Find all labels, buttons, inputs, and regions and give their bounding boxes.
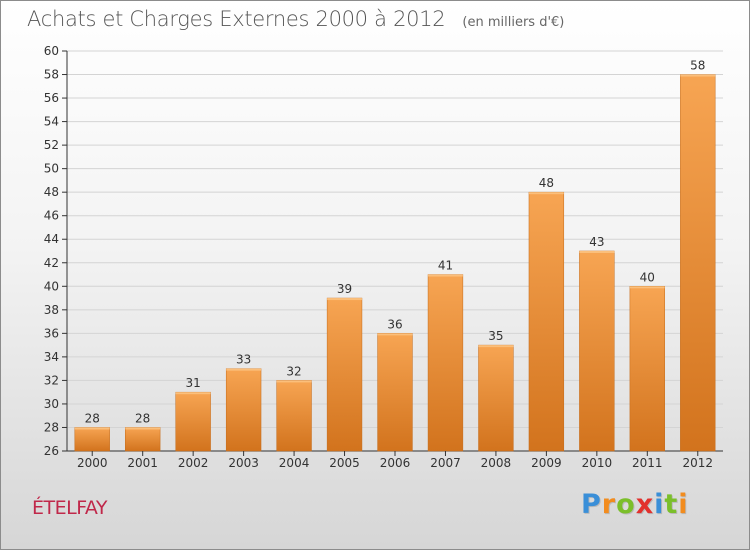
logo-letter: r (601, 489, 617, 520)
bar-highlight (680, 74, 716, 77)
logo-letter: i (678, 489, 689, 520)
bar-highlight (226, 368, 262, 371)
x-tick-label: 2012 (682, 456, 713, 470)
bar-highlight (276, 380, 312, 383)
data-label: 32 (286, 364, 301, 378)
y-tick-label: 44 (44, 232, 59, 246)
bar (276, 380, 312, 452)
bar-highlight (377, 333, 413, 336)
commune-name: ÉTELFAY (32, 497, 108, 519)
bar (427, 274, 464, 452)
x-tick-label: 2000 (77, 456, 108, 470)
data-label: 43 (589, 235, 604, 249)
y-tick-label: 50 (44, 162, 59, 176)
x-tick-label: 2001 (127, 456, 158, 470)
bar-highlight (125, 427, 161, 430)
y-tick-label: 32 (44, 373, 59, 387)
title-row: Achats et Charges Externes 2000 à 2012 (… (27, 7, 564, 31)
data-label: 33 (236, 353, 251, 367)
y-tick-label: 28 (44, 420, 59, 434)
y-tick-label: 26 (44, 444, 59, 458)
bar-highlight (175, 392, 211, 395)
y-tick-label: 48 (44, 185, 59, 199)
data-label: 28 (85, 411, 100, 425)
x-tick-label: 2005 (329, 456, 360, 470)
chart-unit: (en milliers d'€) (462, 15, 565, 30)
bar-highlight (428, 274, 463, 277)
data-label: 36 (387, 317, 402, 331)
bar (528, 191, 565, 452)
bar (125, 427, 161, 452)
bar (175, 391, 211, 452)
bar-highlight (74, 427, 110, 430)
x-tick-label: 2002 (178, 456, 209, 470)
bar (377, 333, 413, 452)
logo-letter: P (581, 489, 602, 520)
x-tick-label: 2006 (380, 456, 411, 470)
data-label: 35 (488, 329, 503, 343)
y-tick-label: 60 (44, 44, 59, 58)
bar (326, 297, 363, 452)
y-tick-label: 36 (44, 326, 59, 340)
bar (629, 286, 665, 452)
x-tick-label: 2008 (481, 456, 512, 470)
y-tick-label: 38 (44, 303, 59, 317)
y-tick-label: 54 (44, 115, 59, 129)
data-label: 58 (690, 59, 705, 73)
x-tick-label: 2003 (228, 456, 259, 470)
data-label: 39 (337, 282, 352, 296)
y-tick-label: 52 (44, 138, 59, 152)
bar (225, 368, 262, 452)
bar-highlight (629, 286, 665, 289)
x-tick-label: 2011 (632, 456, 663, 470)
bar-highlight (478, 345, 514, 348)
bar-highlight (528, 192, 564, 195)
logo-letter: o (616, 489, 636, 520)
bar-highlight (327, 298, 362, 301)
bar (579, 250, 615, 452)
y-tick-label: 40 (44, 279, 59, 293)
logo-letter: i (654, 489, 665, 520)
data-label: 41 (438, 259, 453, 273)
data-label: 48 (539, 176, 554, 190)
y-tick-label: 46 (44, 209, 59, 223)
data-label: 31 (186, 376, 201, 390)
y-tick-label: 34 (44, 350, 59, 364)
proxiti-logo: Proxiti (581, 489, 689, 520)
bar (680, 74, 716, 452)
bar (478, 344, 514, 452)
chart-title: Achats et Charges Externes 2000 à 2012 (27, 7, 446, 31)
y-tick-label: 58 (44, 68, 59, 82)
logo-letter: t (664, 489, 679, 520)
logo-letter: x (635, 489, 655, 520)
y-tick-label: 56 (44, 91, 59, 105)
data-label: 40 (640, 270, 655, 284)
data-label: 28 (135, 411, 150, 425)
y-tick-label: 30 (44, 397, 59, 411)
x-tick-label: 2010 (582, 456, 613, 470)
y-tick-label: 42 (44, 256, 59, 270)
bar (74, 427, 110, 452)
x-tick-label: 2009 (531, 456, 562, 470)
x-tick-label: 2004 (279, 456, 310, 470)
bar-highlight (579, 251, 615, 253)
x-tick-label: 2007 (430, 456, 461, 470)
